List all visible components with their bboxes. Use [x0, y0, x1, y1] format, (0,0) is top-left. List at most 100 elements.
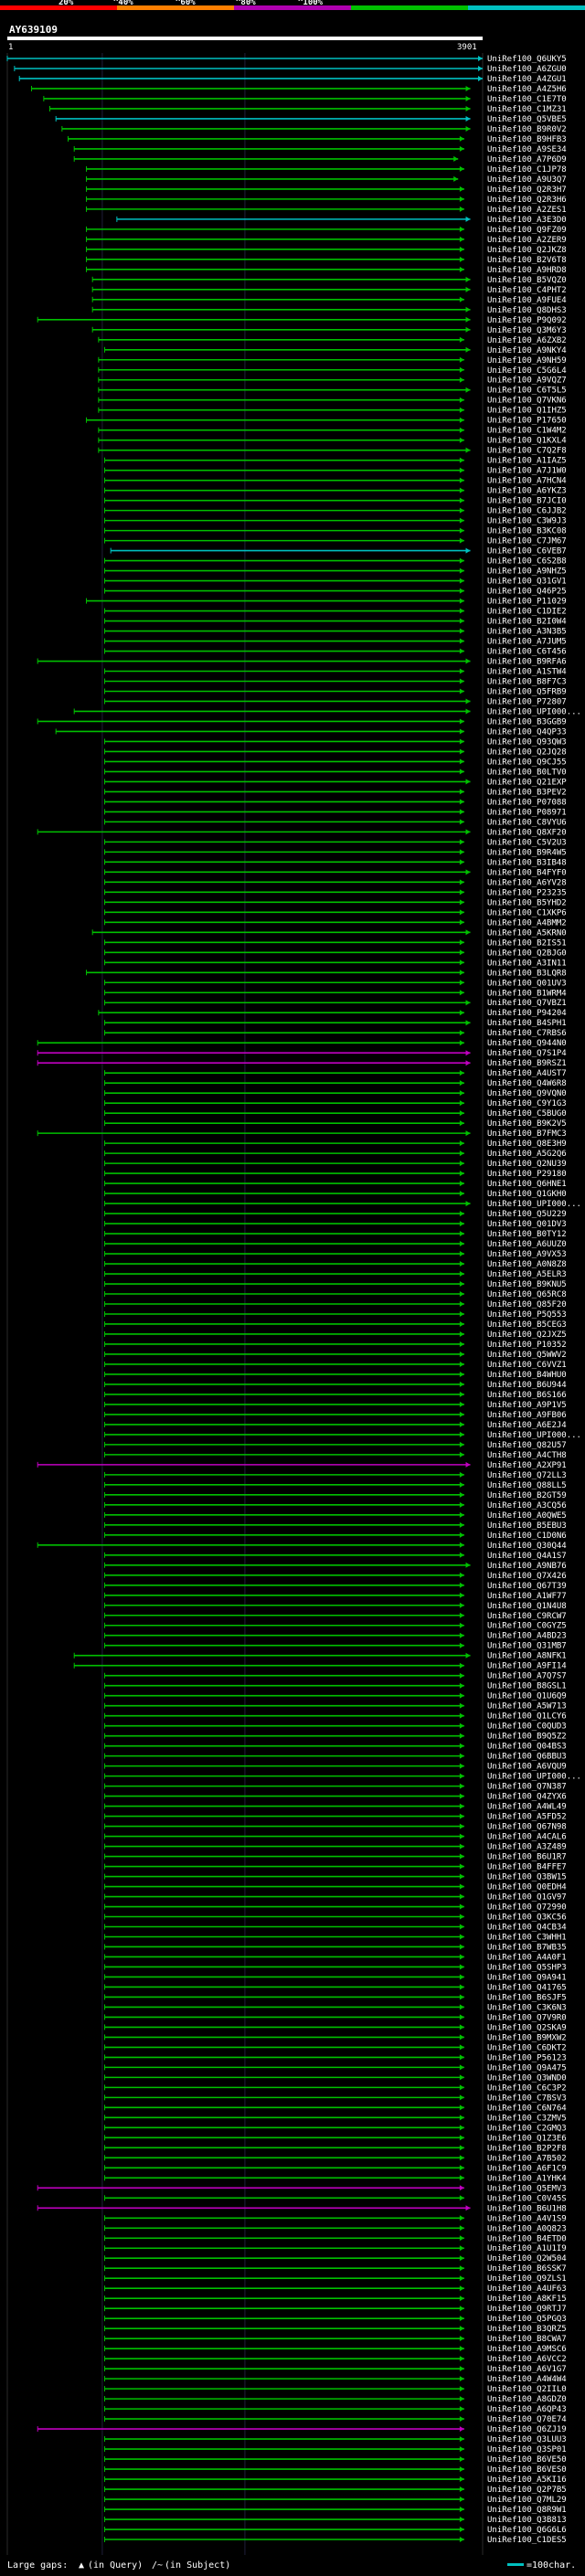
hit-label[interactable]: UniRef100_B7WB35: [487, 1943, 567, 1952]
hit-label[interactable]: UniRef100_A1IAZ5: [487, 457, 567, 466]
hit-row[interactable]: UniRef100_P08971: [104, 808, 567, 817]
hit-label[interactable]: UniRef100_Q9RTJ7: [487, 2305, 567, 2314]
hit-row[interactable]: UniRef100_B4WHU0: [104, 1371, 567, 1380]
hit-row[interactable]: UniRef100_A9NHZ5: [104, 567, 567, 577]
hit-row[interactable]: UniRef100_Q85F20: [104, 1300, 567, 1309]
hit-label[interactable]: UniRef100_Q3KC56: [487, 1913, 567, 1923]
hit-row[interactable]: UniRef100_Q3SP01: [104, 2445, 567, 2454]
hit-label[interactable]: UniRef100_Q1IHZ5: [487, 407, 567, 416]
hit-label[interactable]: UniRef100_B4ETD0: [487, 2234, 567, 2243]
hit-label[interactable]: UniRef100_Q6UKY5: [487, 55, 567, 64]
hit-label[interactable]: UniRef100_B3IB48: [487, 858, 567, 867]
hit-label[interactable]: UniRef100_Q7VBZ1: [487, 999, 567, 1008]
hit-row[interactable]: UniRef100_A2ZER9: [86, 236, 567, 245]
hit-row[interactable]: UniRef100_Q1GV97: [104, 1893, 567, 1903]
hit-label[interactable]: UniRef100_Q70E74: [487, 2415, 567, 2424]
hit-label[interactable]: UniRef100_Q4CB34: [487, 1924, 567, 1933]
hit-label[interactable]: UniRef100_C7RBS6: [487, 1029, 567, 1038]
hit-label[interactable]: UniRef100_Q01UV3: [487, 979, 567, 988]
hit-label[interactable]: UniRef100_Q5EMV3: [487, 2184, 567, 2193]
hit-row[interactable]: UniRef100_A4A0F1: [104, 1953, 567, 1962]
hit-label[interactable]: UniRef100_P07088: [487, 798, 567, 807]
hit-label[interactable]: UniRef100_B6VE50: [487, 2455, 567, 2465]
hit-label[interactable]: UniRef100_A6ZXB2: [487, 336, 567, 345]
hit-label[interactable]: UniRef100_C5V2U3: [487, 838, 567, 847]
hit-label[interactable]: UniRef100_A0QWE5: [487, 1511, 567, 1521]
hit-row[interactable]: UniRef100_B7FMC3: [37, 1129, 567, 1139]
hit-row[interactable]: UniRef100_B9R0V2: [61, 125, 567, 134]
hit-row[interactable]: UniRef100_B9K2V5: [104, 1119, 567, 1129]
hit-label[interactable]: UniRef100_C6T5L5: [487, 387, 567, 396]
hit-row[interactable]: UniRef100_B9RFA6: [37, 658, 567, 667]
hit-row[interactable]: UniRef100_Q46P25: [104, 588, 567, 597]
hit-row[interactable]: UniRef100_C2GMQ3: [104, 2124, 567, 2133]
hit-row[interactable]: UniRef100_A4W4W4: [104, 2375, 567, 2384]
hit-label[interactable]: UniRef100_A7B502: [487, 2154, 567, 2163]
hit-row[interactable]: UniRef100_A5W713: [104, 1702, 567, 1712]
hit-label[interactable]: UniRef100_Q82U57: [487, 1441, 567, 1450]
hit-label[interactable]: UniRef100_A9SE34: [487, 145, 567, 154]
hit-row[interactable]: UniRef100_A2ZES1: [86, 206, 567, 215]
hit-label[interactable]: UniRef100_Q3LUU3: [487, 2435, 567, 2444]
hit-label[interactable]: UniRef100_B3GGB9: [487, 717, 567, 726]
hit-row[interactable]: UniRef100_Q04BS3: [104, 1743, 567, 1752]
hit-label[interactable]: UniRef100_Q4A1S7: [487, 1552, 567, 1561]
hit-label[interactable]: UniRef100_Q2JXZ5: [487, 1330, 567, 1340]
hit-label[interactable]: UniRef100_C3WHH1: [487, 1933, 567, 1942]
hit-row[interactable]: UniRef100_B6VES0: [104, 2465, 567, 2475]
hit-label[interactable]: UniRef100_B9HFB3: [487, 135, 567, 144]
hit-label[interactable]: UniRef100_A1U1I9: [487, 2244, 567, 2253]
hit-row[interactable]: UniRef100_Q9VQN0: [104, 1089, 567, 1098]
hit-row[interactable]: UniRef100_A9NH59: [98, 356, 567, 366]
hit-label[interactable]: UniRef100_A1STW4: [487, 668, 567, 677]
hit-row[interactable]: UniRef100_A6YV28: [104, 878, 567, 887]
hit-row[interactable]: UniRef100_P10352: [104, 1341, 567, 1350]
hit-row[interactable]: UniRef100_A3E3D0: [116, 216, 567, 225]
hit-row[interactable]: UniRef100_Q7S1P4: [37, 1049, 567, 1058]
hit-row[interactable]: UniRef100_Q7N387: [104, 1783, 567, 1792]
hit-row[interactable]: UniRef100_B2P2F8: [104, 2144, 567, 2153]
hit-row[interactable]: UniRef100_Q31MB7: [104, 1642, 567, 1651]
hit-label[interactable]: UniRef100_A2ZES1: [487, 206, 567, 215]
hit-row[interactable]: UniRef100_C6DKT2: [104, 2043, 567, 2052]
hit-label[interactable]: UniRef100_Q2P7B5: [487, 2486, 567, 2495]
hit-label[interactable]: UniRef100_A7P6D9: [487, 155, 567, 164]
hit-row[interactable]: UniRef100_Q0EDH4: [104, 1883, 567, 1892]
hit-row[interactable]: UniRef100_A2XP91: [37, 1461, 567, 1470]
hit-row[interactable]: UniRef100_B4FFE7: [104, 1863, 567, 1872]
hit-label[interactable]: UniRef100_B2GT59: [487, 1491, 567, 1500]
hit-row[interactable]: UniRef100_A6V1G7: [104, 2365, 567, 2374]
hit-label[interactable]: UniRef100_B3PEV2: [487, 788, 567, 797]
hit-label[interactable]: UniRef100_A5FD52: [487, 1813, 567, 1822]
hit-row[interactable]: UniRef100_Q6UKY5: [6, 55, 567, 64]
hit-row[interactable]: UniRef100_Q2R3H6: [86, 196, 567, 205]
hit-row[interactable]: UniRef100_A6QP43: [104, 2405, 567, 2414]
hit-row[interactable]: UniRef100_A5G2Q6: [104, 1150, 567, 1159]
hit-row[interactable]: UniRef100_Q4CB34: [104, 1924, 567, 1933]
hit-row[interactable]: UniRef100_A1STW4: [104, 668, 567, 677]
hit-row[interactable]: UniRef100_C5BUG0: [104, 1109, 567, 1118]
hit-label[interactable]: UniRef100_Q2IIL0: [487, 2385, 567, 2394]
hit-row[interactable]: UniRef100_Q2SKA9: [104, 2023, 567, 2032]
hit-row[interactable]: UniRef100_Q2BJG0: [104, 949, 567, 958]
hit-row[interactable]: UniRef100_A7HCN4: [104, 477, 567, 486]
hit-label[interactable]: UniRef100_UPI000...: [487, 1200, 581, 1209]
hit-row[interactable]: UniRef100_P11029: [86, 598, 567, 607]
hit-label[interactable]: UniRef100_Q31GV1: [487, 578, 567, 587]
hit-row[interactable]: UniRef100_B6SJF5: [104, 1993, 567, 2002]
hit-label[interactable]: UniRef100_A4UF63: [487, 2284, 567, 2294]
hit-row[interactable]: UniRef100_A6UUZ0: [104, 1240, 567, 1249]
hit-row[interactable]: UniRef100_B7WB35: [104, 1943, 567, 1952]
hit-row[interactable]: UniRef100_Q5FRB9: [104, 687, 567, 696]
hit-row[interactable]: UniRef100_Q6G6L6: [104, 2526, 567, 2535]
hit-row[interactable]: UniRef100_Q9FZ09: [86, 226, 567, 235]
hit-row[interactable]: UniRef100_Q1KXL4: [98, 437, 567, 446]
hit-row[interactable]: UniRef100_C6VEB7: [110, 547, 567, 557]
hit-label[interactable]: UniRef100_B5CEG3: [487, 1320, 567, 1330]
hit-row[interactable]: UniRef100_C1XKP6: [104, 908, 567, 917]
hit-row[interactable]: UniRef100_C3W9J3: [104, 517, 567, 526]
hit-label[interactable]: UniRef100_P11029: [487, 598, 567, 607]
hit-label[interactable]: UniRef100_Q1Z3E6: [487, 2134, 567, 2143]
hit-row[interactable]: UniRef100_Q88LL5: [104, 1481, 567, 1490]
hit-row[interactable]: UniRef100_A7J1W0: [104, 467, 567, 476]
